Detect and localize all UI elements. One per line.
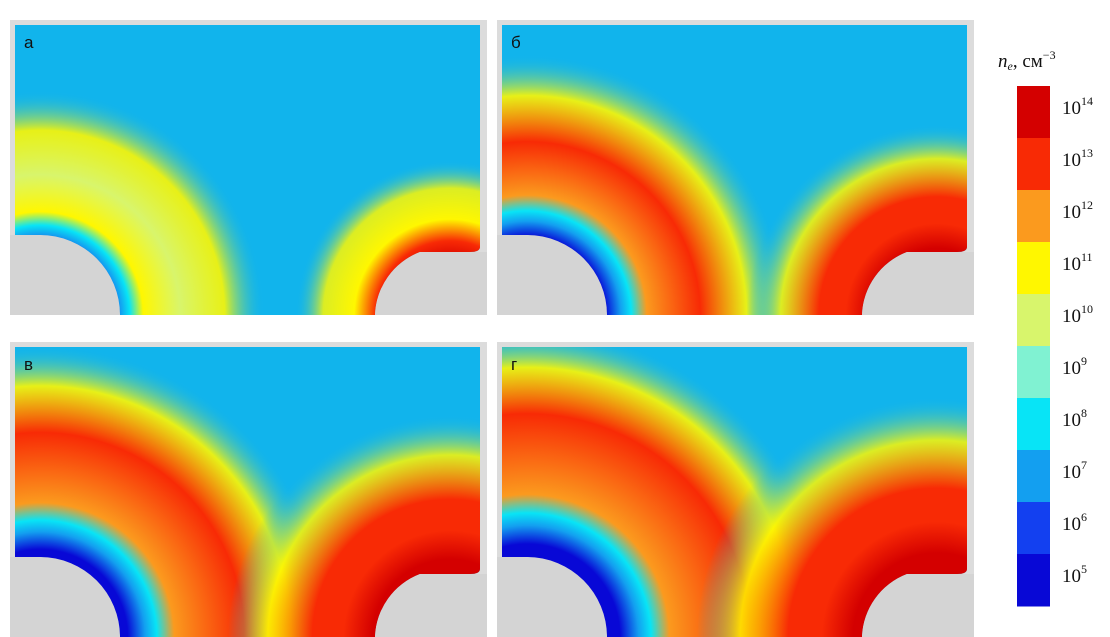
left-electrode xyxy=(10,235,120,315)
panel-label: а xyxy=(24,33,34,52)
colorbar-segment xyxy=(1017,138,1050,191)
tick-exponent: 11 xyxy=(1081,250,1093,264)
tick-exponent: 14 xyxy=(1081,94,1093,108)
colorbar-tick-label: 109 xyxy=(1062,354,1087,380)
tick-base: 10 xyxy=(1062,462,1081,483)
density-panel: в xyxy=(10,342,487,637)
density-panel: а xyxy=(10,20,487,315)
colorbar-segment xyxy=(1017,190,1050,243)
colorbar-segment xyxy=(1017,450,1050,503)
panel-label: в xyxy=(24,355,33,374)
colorbar-segment xyxy=(1017,502,1050,555)
tick-base: 10 xyxy=(1062,98,1081,119)
tick-base: 10 xyxy=(1062,566,1081,587)
right-electrode xyxy=(375,252,487,315)
tick-exponent: 12 xyxy=(1081,198,1093,212)
tick-base: 10 xyxy=(1062,410,1081,431)
colorbar-tick-label: 105 xyxy=(1062,562,1087,588)
tick-base: 10 xyxy=(1062,306,1081,327)
colorbar-title-power: −3 xyxy=(1042,48,1056,62)
tick-base: 10 xyxy=(1062,358,1081,379)
right-electrode xyxy=(375,574,487,637)
colorbar-tick-label: 1013 xyxy=(1062,146,1093,172)
colorbar-tick-label: 1014 xyxy=(1062,94,1093,120)
tick-exponent: 10 xyxy=(1081,302,1093,316)
colorbar-segment xyxy=(1017,554,1050,607)
colorbar-tick-label: 1010 xyxy=(1062,302,1093,328)
left-electrode xyxy=(497,557,607,637)
panel-label: г xyxy=(511,355,517,374)
tick-exponent: 8 xyxy=(1081,406,1087,420)
colorbar-title: ne, см−3 xyxy=(998,48,1056,74)
tick-exponent: 6 xyxy=(1081,510,1087,524)
density-panel: б xyxy=(497,20,974,315)
right-electrode xyxy=(862,252,974,315)
panel-label: б xyxy=(511,33,521,52)
density-panel: г xyxy=(497,342,974,637)
tick-base: 10 xyxy=(1062,150,1081,171)
colorbar-title-unit: , см xyxy=(1012,51,1043,72)
left-electrode xyxy=(497,235,607,315)
tick-exponent: 7 xyxy=(1081,458,1087,472)
colorbar-tick-label: 108 xyxy=(1062,406,1087,432)
colorbar-segment xyxy=(1017,86,1050,139)
colorbar-tick-label: 107 xyxy=(1062,458,1087,484)
colorbar-segment xyxy=(1017,346,1050,399)
colorbar-tick-label: 1011 xyxy=(1062,250,1093,276)
tick-base: 10 xyxy=(1062,254,1081,275)
tick-base: 10 xyxy=(1062,202,1081,223)
tick-exponent: 5 xyxy=(1081,562,1087,576)
colorbar-tick-label: 1012 xyxy=(1062,198,1093,224)
colorbar-title-subscript: e xyxy=(1007,59,1013,73)
colorbar-tick-label: 106 xyxy=(1062,510,1087,536)
colorbar-title-symbol: n xyxy=(998,51,1008,72)
right-electrode xyxy=(862,574,974,637)
tick-exponent: 13 xyxy=(1081,146,1093,160)
colorbar-segment xyxy=(1017,294,1050,347)
left-electrode xyxy=(10,557,120,637)
tick-exponent: 9 xyxy=(1081,354,1087,368)
tick-base: 10 xyxy=(1062,514,1081,535)
colorbar-segment xyxy=(1017,242,1050,295)
colorbar-segment xyxy=(1017,398,1050,451)
